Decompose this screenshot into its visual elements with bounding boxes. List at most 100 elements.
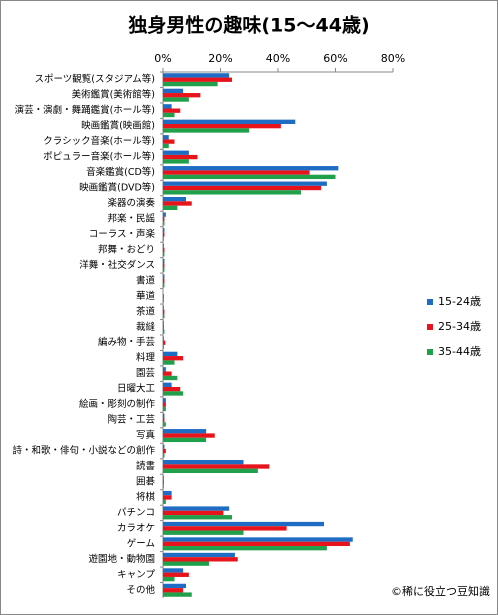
bar	[163, 437, 207, 443]
bar	[163, 479, 164, 485]
bar	[163, 112, 175, 118]
y-tick-label: 陶芸・工芸	[107, 414, 155, 426]
y-tick-label: 映画鑑賞(映画館)	[81, 120, 155, 132]
y-tick-label: 囲碁	[136, 475, 156, 487]
bar	[163, 236, 164, 241]
bar	[163, 298, 164, 303]
legend-label: 35-44歳	[438, 345, 481, 358]
bar	[163, 305, 164, 310]
x-tick-label: 40%	[266, 52, 290, 65]
y-tick-label: 楽器の演奏	[107, 197, 155, 209]
y-tick-label: 将棋	[136, 491, 156, 503]
bar	[163, 592, 192, 597]
bar	[163, 104, 172, 109]
bar	[163, 278, 165, 284]
bar	[163, 197, 186, 202]
bar	[163, 309, 165, 314]
bar	[163, 499, 166, 504]
bar	[163, 557, 238, 562]
y-tick-label: 邦舞・おどり	[98, 243, 155, 255]
bar	[163, 398, 166, 403]
bar	[163, 417, 165, 423]
bar	[163, 252, 165, 257]
bar	[163, 93, 201, 98]
bar	[163, 572, 189, 577]
bar	[163, 274, 165, 279]
bar	[163, 329, 165, 334]
bar	[163, 510, 224, 516]
y-tick-label: キャンプ	[117, 569, 155, 580]
y-tick-label: 美術鑑賞(美術館等)	[72, 89, 155, 101]
chart-title: 独身男性の趣味(15～44歳)	[128, 14, 369, 37]
bar	[163, 88, 184, 94]
bar	[163, 154, 198, 160]
bar	[163, 526, 287, 531]
y-tick-label: 絵画・彫刻の制作	[79, 398, 156, 410]
bar	[163, 429, 207, 434]
bar	[163, 247, 165, 253]
bar	[163, 413, 165, 418]
bar	[163, 212, 166, 217]
bar	[163, 159, 189, 164]
bar	[163, 433, 215, 438]
y-tick-label: コーラス・声楽	[89, 228, 156, 240]
legend-swatch	[427, 324, 433, 330]
legend-label: 15-24歳	[438, 295, 481, 308]
bar	[163, 453, 165, 458]
bar	[163, 201, 192, 206]
y-tick-label: 書道	[136, 274, 156, 286]
bar	[163, 576, 175, 582]
x-tick-label: 0%	[154, 52, 171, 65]
bar	[163, 391, 184, 396]
bar	[163, 444, 165, 449]
bar	[163, 108, 181, 113]
bar	[163, 216, 165, 222]
bar	[163, 139, 175, 144]
bar	[163, 313, 165, 319]
bar	[163, 561, 209, 566]
bar	[163, 320, 164, 326]
x-tick-label: 80%	[381, 52, 405, 65]
bar	[163, 294, 164, 299]
bar	[163, 174, 336, 180]
y-tick-label: 園芸	[136, 367, 155, 379]
y-tick-label: スポーツ観覧(スタジアム等)	[34, 73, 155, 85]
y-tick-label: クラシック音楽(ホール等)	[43, 135, 155, 147]
bar	[163, 267, 165, 272]
bar	[163, 258, 165, 264]
bar	[163, 521, 324, 527]
x-tick-label: 60%	[323, 52, 347, 65]
bar	[163, 468, 258, 473]
bar	[163, 181, 327, 186]
bar	[163, 495, 172, 500]
bar	[163, 143, 169, 149]
bar	[163, 81, 218, 87]
legend-swatch	[427, 299, 433, 305]
bar	[163, 537, 353, 542]
legend-swatch	[427, 349, 433, 355]
y-tick-label: 編み物・手芸	[98, 336, 155, 348]
y-tick-label: 演芸・演劇・舞踊鑑賞(ホール等)	[15, 104, 155, 116]
y-tick-label: 茶道	[136, 305, 156, 317]
y-tick-label: 洋舞・社交ダンス	[79, 259, 155, 271]
bar	[163, 546, 327, 551]
bar	[163, 382, 172, 387]
bar	[163, 422, 166, 427]
credit: ©稀に役立つ豆知識	[391, 584, 490, 598]
bar	[163, 170, 310, 175]
bar	[163, 263, 165, 268]
bar	[163, 190, 301, 195]
y-tick-label: 音楽鑑賞(CD等)	[86, 166, 155, 178]
bar	[163, 325, 164, 330]
bar	[163, 77, 232, 82]
bar	[163, 97, 189, 102]
bar	[163, 340, 166, 345]
bar	[163, 588, 184, 593]
y-tick-label: 華道	[136, 290, 156, 302]
bar	[163, 336, 164, 341]
y-tick-label: 遊園地・動物園	[88, 553, 155, 565]
bar	[163, 73, 230, 78]
y-tick-label: ポピュラー音楽(ホール等)	[43, 151, 155, 163]
